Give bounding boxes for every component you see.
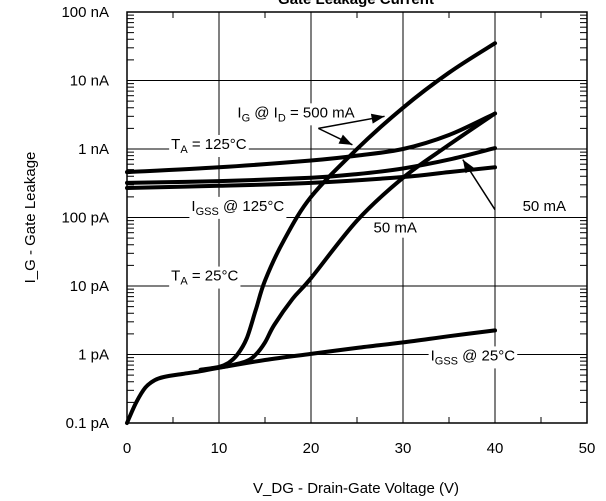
annotation-part: @ 25°C — [458, 347, 515, 364]
arrow-head — [338, 134, 353, 145]
annotation-ma50-center: 50 mA — [374, 220, 417, 237]
annotation-part: 50 mA — [523, 198, 566, 215]
arrow-head — [370, 113, 385, 124]
x-tick-label: 30 — [395, 440, 412, 457]
annotation-part: = 125°C — [188, 136, 247, 153]
annotation-arrows — [318, 113, 496, 211]
annotation-part: = 25°C — [188, 268, 239, 285]
y-axis-label: I_G - Gate Leakage — [22, 152, 39, 284]
annotation-background — [189, 196, 287, 219]
annotation-ma50-right: 50 mA — [523, 198, 566, 215]
annotation-background — [169, 135, 249, 157]
annotation-part: GSS — [435, 355, 458, 367]
y-tick-label: 100 pA — [61, 210, 109, 227]
annotation-ta25: TA = 25°C — [171, 268, 238, 288]
y-tick-label: 1 pA — [78, 347, 109, 364]
y-tick-label: 100 nA — [61, 4, 109, 21]
y-tick-label: 0.1 pA — [66, 415, 109, 432]
series-line-5 — [125, 146, 497, 185]
series-line-4 — [125, 111, 497, 175]
annotation-part: G — [242, 112, 251, 124]
x-tick-label: 0 — [123, 440, 131, 457]
series-line-2 — [198, 41, 497, 372]
annotation-ig-500: IG @ ID = 500 mA — [237, 104, 354, 124]
x-tick-label: 50 — [579, 440, 596, 457]
annotation-background — [520, 196, 568, 216]
annotation-part: I — [237, 104, 241, 121]
annotation-background — [169, 266, 241, 289]
series-line-6 — [125, 165, 497, 190]
annotation-part: @ I — [250, 104, 278, 121]
series-group — [125, 41, 497, 425]
annotation-igss125: IGSS @ 125°C — [191, 198, 284, 218]
annotation-part: GSS — [196, 206, 219, 218]
minor-ticks — [127, 12, 587, 423]
annotation-part: T — [171, 136, 180, 153]
annotation-background — [235, 103, 357, 126]
x-axis-label: V_DG - Drain-Gate Voltage (V) — [253, 480, 459, 497]
annotation-part: = 500 mA — [286, 104, 355, 121]
y-tick-label: 10 nA — [70, 73, 109, 90]
annotation-background — [371, 218, 419, 238]
annotation-part: A — [180, 144, 188, 156]
annotation-part: @ 125°C — [219, 198, 285, 215]
annotation-part: I — [191, 198, 195, 215]
x-tick-label: 40 — [487, 440, 504, 457]
arrow-head — [462, 159, 475, 174]
annotation-part: 50 mA — [374, 220, 417, 237]
x-tick-label: 10 — [211, 440, 228, 457]
annotation-ta125: TA = 125°C — [171, 136, 247, 156]
y-tick-label: 10 pA — [70, 278, 109, 295]
annotation-part: A — [180, 276, 188, 288]
annotation-igss25: IGSS @ 25°C — [431, 347, 516, 367]
annotation-background — [428, 346, 518, 369]
annotation-part: I — [431, 347, 435, 364]
chart-title: Gate Leakage Current — [278, 0, 434, 8]
annotation-part: D — [278, 112, 286, 124]
annotation-part: T — [171, 268, 180, 285]
plot-frame — [126, 11, 588, 424]
y-tick-label: 1 nA — [78, 141, 109, 158]
x-tick-label: 20 — [303, 440, 320, 457]
